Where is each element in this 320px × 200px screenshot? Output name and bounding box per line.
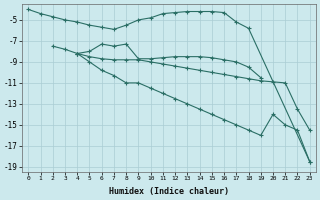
X-axis label: Humidex (Indice chaleur): Humidex (Indice chaleur): [109, 187, 229, 196]
